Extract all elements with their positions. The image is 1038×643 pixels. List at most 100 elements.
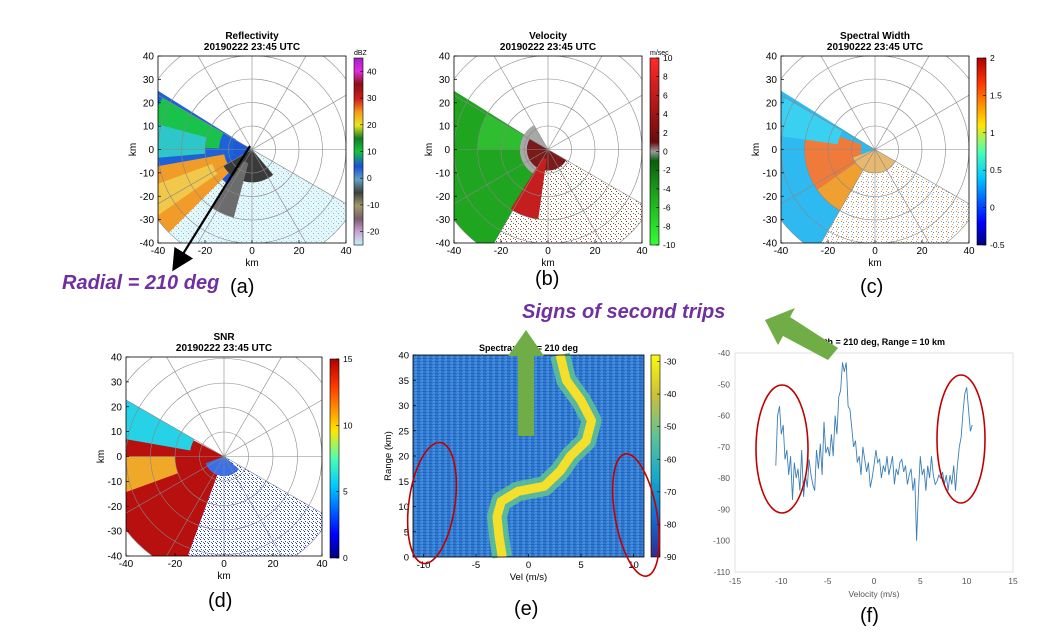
colorbar-tick-label: -0.5 [990,240,1005,250]
x-tick-label: 5 [578,560,583,571]
azimuth-spoke [251,149,346,205]
colorbar-tick-label: -4 [663,184,671,194]
x-tick-label: -10 [775,576,788,586]
plot-title: Velocity [529,31,567,42]
y-tick-label: -10 [436,168,451,179]
colorbar-tick-label: -60 [664,454,677,464]
azimuth-spoke [197,56,253,150]
colorbar-tick-label: 6 [663,90,668,100]
azimuth-spoke [820,149,876,243]
second-trips-annotation: Signs of second trips [522,301,726,323]
y-tick-label: 40 [398,351,409,362]
colorbar-tick-label: -10 [367,200,380,210]
y-tick-label: -80 [718,473,731,483]
echo-region [126,456,178,493]
y-tick-label: 40 [143,52,155,63]
y-tick-label: -110 [714,567,731,577]
y-tick-label: -100 [713,536,730,546]
y-tick-label: -40 [718,348,731,358]
colorbar-tick-label: 5 [343,487,348,497]
y-tick-label: -40 [140,239,155,250]
x-tick-label: 0 [872,246,878,257]
spectra-ridge [492,353,596,558]
x-tick-label: 10 [962,576,972,586]
colorbar-tick-label: 10 [367,147,377,157]
plot-subtitle: 20190222 23:45 UTC [176,343,272,354]
azimuth-spoke [493,56,549,150]
plot-title: Reflectivity [225,31,279,42]
x-tick-label: 40 [316,559,328,570]
azimuth-spoke [197,149,253,243]
panel-label-d: (d) [208,590,233,612]
y-tick-label: -40 [436,239,451,250]
colorbar-tick-label: 40 [367,66,377,76]
y-tick-label: 15 [398,477,409,488]
x-tick-label: 20 [267,559,279,570]
colorbar-tick-label: 1 [990,128,995,138]
colorbar-tick-label: -8 [663,221,671,231]
y-tick-label: 20 [111,402,123,413]
plot-subtitle: 20190222 23:45 UTC [500,42,596,53]
x-axis-label: km [217,571,230,582]
x-tick-label: 5 [918,576,923,586]
colorbar-tick-label: 8 [663,72,668,82]
y-tick-label: -20 [108,502,123,513]
plot-title: Spectral Width [840,31,910,42]
azimuth-spoke [454,94,549,150]
y-tick-label: -90 [718,504,731,514]
y-tick-label: 10 [398,502,409,513]
azimuth-spoke [166,357,225,457]
polar-grid [454,56,642,243]
y-tick-label: 0 [148,145,154,156]
y-tick-label: 20 [143,98,155,109]
x-tick-label: 20 [589,246,601,257]
y-tick-label: 20 [398,452,409,463]
azimuth-spoke [781,149,876,205]
colorbar-tick-label: -70 [664,487,677,497]
colorbar-unit: dBZ [354,50,368,57]
echo-region [781,97,843,145]
azimuth-spoke [547,149,642,205]
x-tick-label: -15 [729,576,742,586]
ppi-data [126,357,322,556]
x-tick-label: -20 [494,246,509,257]
circle-f-left [755,384,809,514]
y-tick-label: 20 [766,98,778,109]
colorbar-tick-label: 0 [343,553,348,563]
x-tick-label: -5 [824,576,832,586]
y-tick-label: -60 [718,411,731,421]
polar-grid [158,56,346,243]
azimuth-spoke [126,456,225,514]
spectrum-line [775,362,973,541]
y-tick-label: -20 [763,192,778,203]
y-tick-label: 10 [143,122,155,133]
x-tick-label: -10 [417,560,431,571]
colorbar [650,354,661,558]
diagonal-green-arrow [765,308,838,360]
colorbar-tick-label: 0 [367,173,372,183]
radial-arrow [172,145,251,272]
colorbar-tick-label: 15 [343,354,353,364]
colorbar-tick-label: -2 [663,165,671,175]
plot-subtitle: 20190222 23:45 UTC [204,42,300,53]
plot-title: SNR [213,332,235,343]
y-tick-label: -30 [763,215,778,226]
x-tick-label: -40 [447,246,462,257]
colorbar-tick-label: -40 [664,389,677,399]
y-tick-label: -10 [140,168,155,179]
y-tick-label: -40 [108,552,123,563]
x-tick-label: 0 [221,559,227,570]
azimuth-spoke [158,149,253,205]
echo-region [817,162,864,211]
y-tick-label: -20 [140,192,155,203]
y-tick-label: 10 [111,427,123,438]
y-tick-label: 25 [398,426,409,437]
y-tick-label: 20 [439,98,451,109]
x-tick-label: 40 [963,246,975,257]
y-axis-label: km [96,450,107,463]
y-tick-label: 40 [111,353,123,364]
y-tick-label: 30 [439,75,451,86]
colorbar-tick-label: 2 [663,128,668,138]
